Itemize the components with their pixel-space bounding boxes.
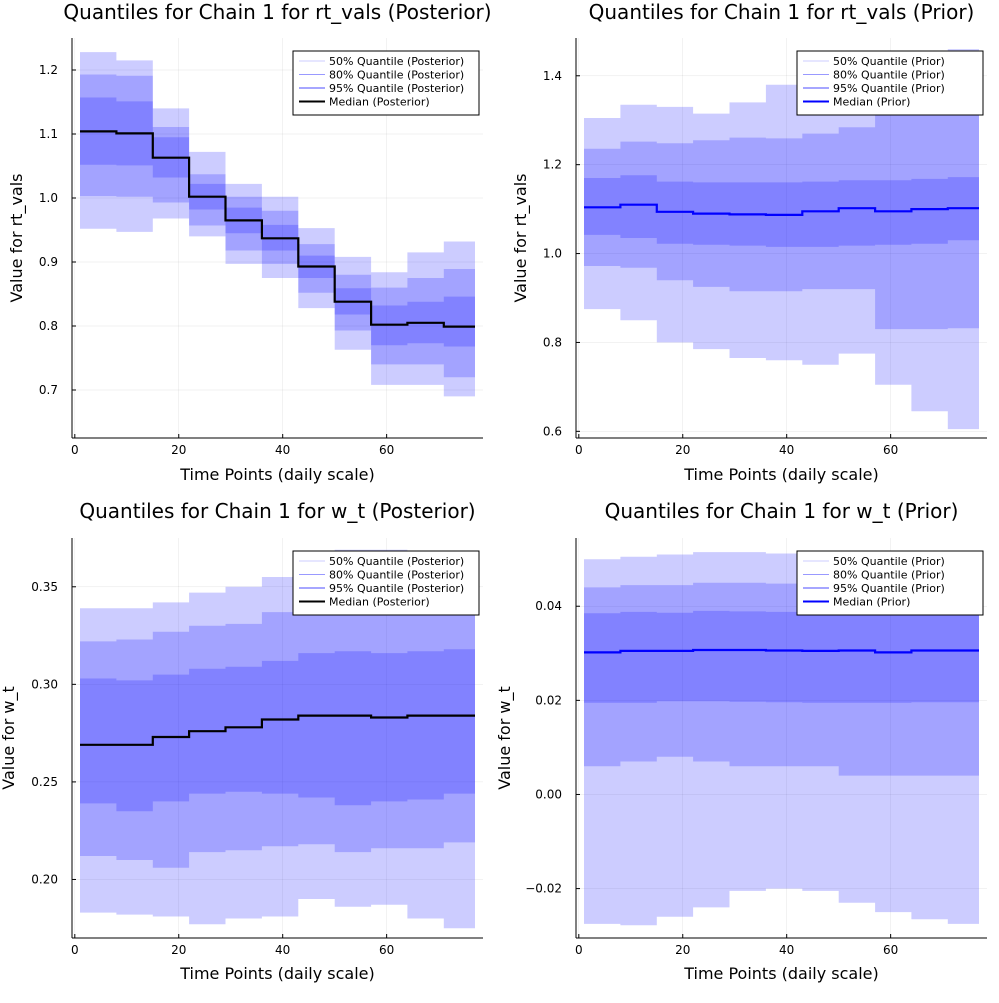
x-tick-label: 0 (575, 443, 583, 457)
y-tick-label: 0.20 (31, 872, 58, 886)
legend-entry-label: 80% Quantile (Prior) (833, 569, 945, 582)
y-tick-label: 1.0 (543, 247, 562, 261)
band-50-quantile (80, 97, 475, 358)
band-95-quantile (80, 549, 475, 929)
quantile-bands (584, 552, 979, 926)
y-tick-label: 1.4 (543, 69, 562, 83)
band-80-quantile (584, 88, 979, 330)
legend-entry-label: 50% Quantile (Prior) (833, 55, 945, 68)
legend-entry-label: 95% Quantile (Posterior) (329, 82, 464, 95)
legend-entry-label: Median (Posterior) (329, 596, 430, 609)
chart-title: Quantiles for Chain 1 for w_t (Posterior… (79, 499, 475, 523)
y-axis-label: Value for rt_vals (7, 173, 27, 302)
chart-panel-1: 0 20 40 60 0.7 0.8 0.9 1.0 1.1 1.2 Quantiles for C… (7, 0, 492, 484)
legend-entry-label: 80% Quantile (Posterior) (329, 69, 464, 82)
y-tick-label: 0.8 (39, 319, 58, 333)
x-tick-label: 40 (779, 943, 794, 957)
x-tick-label: 20 (675, 443, 690, 457)
chart-title: Quantiles for Chain 1 for rt_vals (Prior… (589, 0, 975, 24)
x-tick-label: 60 (379, 443, 394, 457)
x-tick-label: 0 (71, 943, 79, 957)
x-axis-label: Time Points (daily scale) (179, 465, 375, 484)
legend-entry-label: 80% Quantile (Posterior) (329, 569, 464, 582)
chart-title: Quantiles for Chain 1 for rt_vals (Poste… (63, 0, 491, 24)
y-tick-label: 1.0 (39, 191, 58, 205)
x-axis-label: Time Points (daily scale) (683, 964, 879, 983)
x-tick-label: 20 (171, 943, 186, 957)
y-tick-label: 0.25 (31, 775, 58, 789)
legend-box (292, 50, 480, 116)
x-tick-label: 40 (275, 443, 290, 457)
band-95-quantile (584, 49, 979, 430)
y-tick-label: 1.2 (543, 158, 562, 172)
y-tick-label: 0.02 (535, 693, 562, 707)
legend-entry-label: 50% Quantile (Posterior) (329, 555, 464, 568)
median-line (80, 130, 475, 328)
legend-entry-label: 50% Quantile (Posterior) (329, 55, 464, 68)
y-tick-label: 0.00 (535, 787, 562, 801)
y-tick-label: 1.2 (39, 63, 58, 77)
legend-entry-label: Median (Prior) (833, 96, 910, 109)
legend: 50% Quantile (Posterior)80% Quantile (Po… (292, 50, 480, 116)
y-tick-label: 0.9 (39, 255, 58, 269)
x-tick-label: 40 (275, 943, 290, 957)
legend-entry-label: 95% Quantile (Prior) (833, 582, 945, 595)
x-tick-label: 0 (575, 943, 583, 957)
band-95-quantile (584, 552, 979, 926)
chart-panel-3: 0 20 40 60 0.20 0.25 0.30 0.35 Quantiles for Cha… (0, 499, 483, 983)
y-tick-label: 0.04 (535, 599, 562, 613)
median-line (80, 714, 475, 746)
band-80-quantile (584, 582, 979, 776)
chart-panel-2: 0 20 40 60 0.6 0.8 1.0 1.2 1.4 Quantiles for Chai… (511, 0, 987, 484)
legend-entry-label: 95% Quantile (Prior) (833, 82, 945, 95)
x-tick-label: 60 (883, 443, 898, 457)
y-axis-label: Value for w_t (495, 686, 515, 789)
y-tick-label: 0.6 (543, 424, 562, 438)
median-line (584, 648, 979, 654)
legend: 50% Quantile (Prior)80% Quantile (Prior)… (796, 550, 984, 616)
legend-box (796, 50, 984, 116)
chart-panel-4: 0 20 40 60 −0.02 0.00 0.02 0.04 Quantiles for Ch… (495, 499, 987, 983)
chart-title: Quantiles for Chain 1 for w_t (Prior) (605, 499, 959, 523)
legend-entry-label: Median (Posterior) (329, 96, 430, 109)
legend: 50% Quantile (Posterior)80% Quantile (Po… (292, 550, 480, 616)
legend-entry-label: 95% Quantile (Posterior) (329, 582, 464, 595)
y-tick-label: 1.1 (39, 127, 58, 141)
x-tick-label: 20 (171, 443, 186, 457)
y-tick-label: 0.30 (31, 677, 58, 691)
y-axis-label: Value for w_t (0, 686, 19, 789)
band-50-quantile (584, 175, 979, 247)
x-axis-label: Time Points (daily scale) (683, 465, 879, 484)
quantile-bands (584, 49, 979, 430)
legend-entry-label: Median (Prior) (833, 596, 910, 609)
x-tick-label: 0 (71, 443, 79, 457)
x-axis-label: Time Points (daily scale) (179, 964, 375, 983)
quantile-bands (80, 549, 475, 929)
legend-box (292, 550, 480, 616)
legend-entry-label: 80% Quantile (Prior) (833, 69, 945, 82)
x-tick-label: 20 (675, 943, 690, 957)
y-tick-label: 0.7 (39, 383, 58, 397)
median-line (584, 203, 979, 216)
band-80-quantile (80, 74, 475, 390)
band-50-quantile (80, 649, 475, 812)
band-50-quantile (584, 610, 979, 703)
y-tick-label: 0.8 (543, 335, 562, 349)
x-tick-label: 40 (779, 443, 794, 457)
legend: 50% Quantile (Prior)80% Quantile (Prior)… (796, 50, 984, 116)
grid (576, 538, 987, 938)
legend-box (796, 550, 984, 616)
y-tick-label: 0.35 (31, 580, 58, 594)
y-axis-label: Value for rt_vals (511, 173, 531, 302)
grid (576, 38, 987, 438)
y-tick-label: −0.02 (525, 882, 562, 896)
band-80-quantile (80, 596, 475, 868)
x-tick-label: 60 (883, 943, 898, 957)
legend-entry-label: 50% Quantile (Prior) (833, 555, 945, 568)
x-tick-label: 60 (379, 943, 394, 957)
